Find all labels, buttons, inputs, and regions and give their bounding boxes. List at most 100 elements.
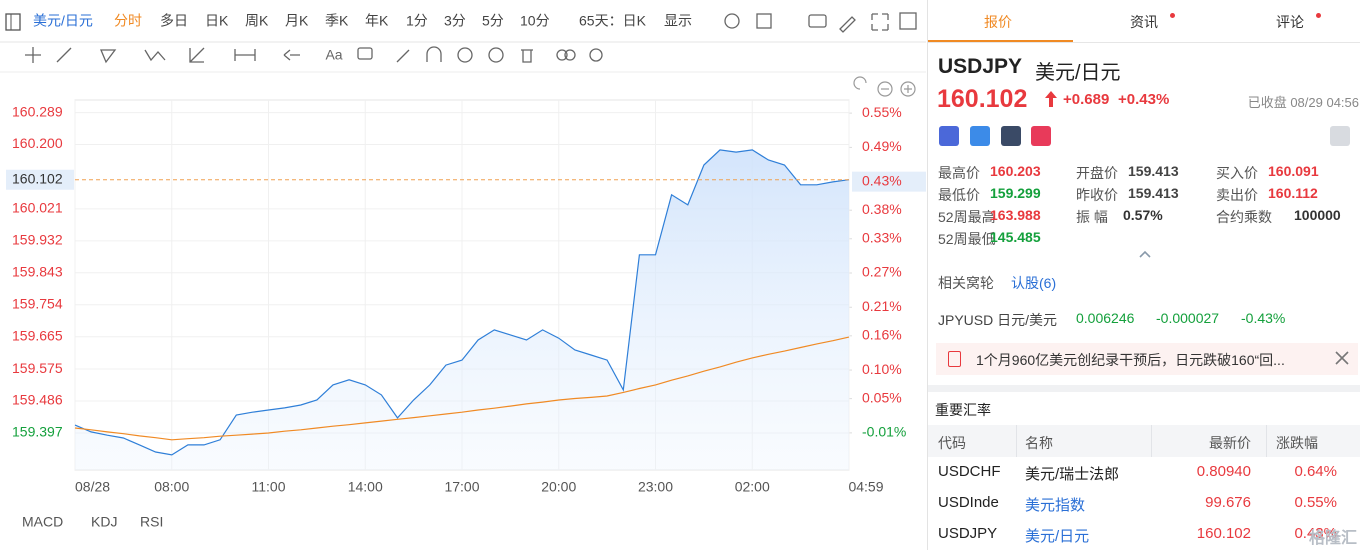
panel-toggle[interactable] [5,13,21,31]
period-tab[interactable]: 1分 [406,13,428,29]
wave-tool[interactable] [144,49,166,62]
zoom-out-icon[interactable] [877,81,893,97]
line-tool[interactable] [56,47,72,63]
period-tab[interactable]: 日K [205,13,229,29]
rate-change-pct: 0.64% [1294,463,1337,480]
period-tab[interactable]: 5分 [482,13,504,29]
link-tool[interactable] [564,49,576,61]
stat-label: 买入价 [1216,165,1258,181]
favorite-icon[interactable] [1031,126,1051,146]
stat-value: 163.988 [990,207,1041,223]
last-pct-box [852,171,926,192]
rate-code: USDJPY [938,525,998,542]
badge-dot [1170,13,1175,18]
indicator-tab[interactable]: KDJ [91,514,117,530]
stat-value: 160.112 [1268,185,1318,201]
related-link[interactable]: 认股(6) [1011,275,1057,291]
x-tick-label: 04:59 [848,479,883,495]
shape-tool[interactable] [100,49,117,64]
column-header: 最新价 [1209,435,1251,451]
y2-tick-label: 0.38% [862,201,902,217]
cross-symbol[interactable]: JPYUSD 日元/美元 [938,312,1058,328]
average-line [74,336,850,441]
sidebar-icon[interactable] [899,12,917,30]
reset-icon[interactable] [853,76,867,90]
y2-tick-label: 0.27% [862,264,902,280]
news-headline[interactable]: 1个月960亿美元创纪录干预后，日元跌破160“回... [976,352,1285,368]
last-pct-label: 0.43% [862,172,902,188]
news-box[interactable] [936,343,1358,375]
measure-tool[interactable] [234,49,256,61]
up-arrow [1045,91,1057,107]
stat-value: 0.57% [1123,207,1163,223]
stat-label: 振 幅 [1076,209,1108,225]
column-header: 名称 [1025,435,1053,451]
column-divider [1016,425,1017,457]
zoom-in-icon[interactable] [900,81,916,97]
rate-name[interactable]: 美元/瑞士法郎 [1025,466,1120,483]
pen-tool[interactable] [396,49,410,63]
period-tab[interactable]: 分时 [114,13,142,29]
drawing-tools[interactable] [25,12,917,64]
move-tool[interactable] [25,47,41,63]
delete-tool[interactable] [521,49,533,63]
symbol-name: 美元/日元 [1035,62,1121,84]
column-header: 涨跌幅 [1276,435,1318,451]
link-tool[interactable] [556,49,568,61]
sync-tool[interactable] [457,47,473,63]
zoom-in-icon [904,85,912,93]
rate-name[interactable]: 美元/日元 [1025,528,1090,545]
y2-tick-label: 0.33% [862,229,902,245]
stat-value: 100000 [1294,207,1341,223]
period-tab[interactable]: 年K [365,13,389,29]
fullscreen-icon[interactable] [871,13,889,31]
period-tab[interactable]: 10分 [520,13,550,29]
text-tool[interactable]: Aa [325,47,342,63]
undo-tool[interactable] [283,49,300,61]
settings-tool[interactable] [589,48,603,62]
zoom-controls [853,76,916,97]
magnet-tool[interactable] [426,46,442,62]
hide-tool[interactable] [488,47,504,63]
period-tab[interactable]: 月K [285,13,309,29]
close-icon[interactable] [1335,351,1349,365]
period-tab[interactable]: 多日 [160,13,188,29]
rates-title: 重要汇率 [935,402,991,418]
rate-change-pct: 0.43% [1294,525,1337,542]
alert-icon[interactable] [1330,126,1350,146]
tag-icon[interactable] [970,126,990,146]
indicator-tab[interactable]: MACD [22,514,63,530]
x-tick-label: 23:00 [638,479,673,495]
collapse-icon[interactable] [1138,249,1152,259]
y2-tick-label: 0.21% [862,298,902,314]
stat-label: 最低价 [938,187,980,203]
edit-icon[interactable] [839,16,856,33]
price-line [74,149,850,456]
tab[interactable]: 资讯 [1130,14,1158,30]
period-tab[interactable]: 季K [325,13,349,29]
change: +0.689 [1063,91,1110,108]
tab[interactable]: 报价 [984,14,1012,30]
settings-icon[interactable] [724,13,740,29]
indicator-tab[interactable]: RSI [140,514,163,530]
period-tab[interactable]: 3分 [444,13,466,29]
close-x [1335,351,1349,365]
camera-icon[interactable] [808,14,827,28]
note-tool[interactable] [357,47,373,60]
cross-price: 0.006246 [1076,310,1135,326]
related-label: 相关窝轮 [938,275,994,291]
period-tab[interactable]: 美元/日元 [33,13,93,29]
period-tab[interactable]: 65天：日K [579,13,647,29]
fib-tool[interactable] [189,47,205,63]
period-tab[interactable]: 周K [245,13,269,29]
market-status: 已收盘 08/29 04:56 [1247,95,1359,110]
layout-icon[interactable] [756,13,772,29]
last-price-box [6,169,74,190]
tab[interactable]: 评论 [1276,14,1304,30]
globe-icon[interactable] [939,126,959,146]
rate-name[interactable]: 美元指数 [1025,497,1086,514]
period-tab[interactable]: 显示 [664,13,692,29]
doc-icon[interactable] [1001,126,1021,146]
stat-label: 52周最高 [938,209,996,225]
